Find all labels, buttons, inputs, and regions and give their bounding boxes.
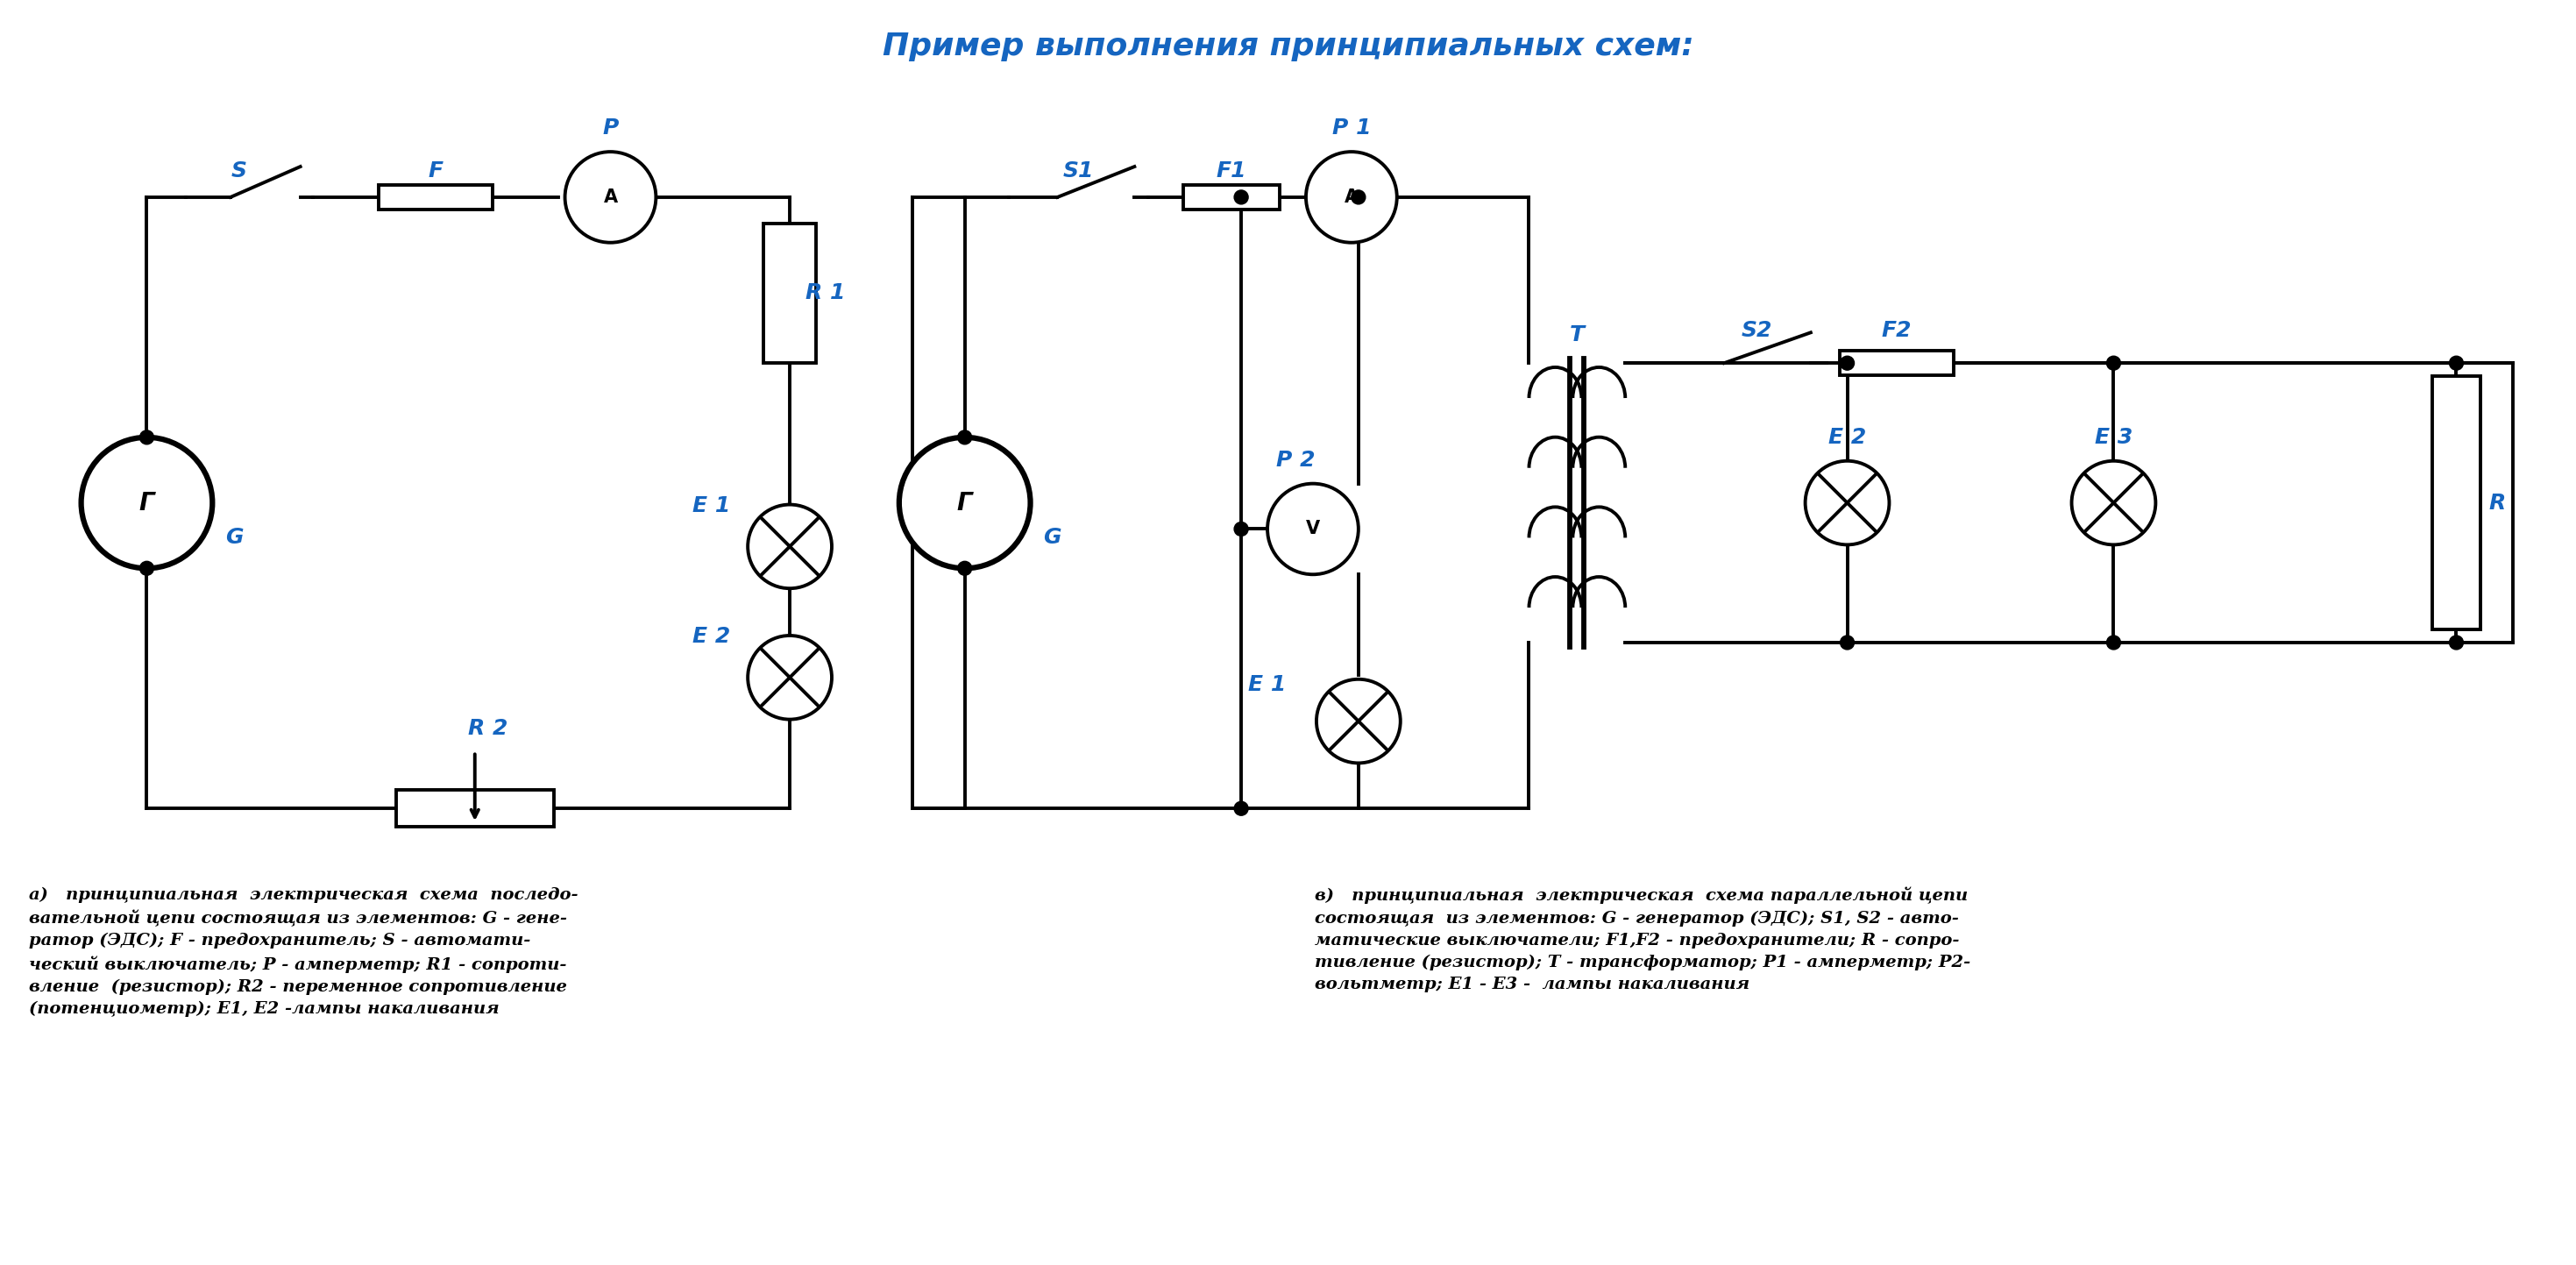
Circle shape (1306, 152, 1396, 243)
Circle shape (2071, 460, 2156, 545)
Circle shape (1316, 679, 1401, 763)
Text: Пример выполнения принципиальных схем:: Пример выполнения принципиальных схем: (884, 32, 1695, 61)
Text: E 2: E 2 (1829, 426, 1865, 448)
Text: F1: F1 (1216, 161, 1247, 181)
Text: в)   принципиальная  электрическая  схема параллельной цепи
состоящая  из элемен: в) принципиальная электрическая схема па… (1314, 887, 1971, 993)
Circle shape (1234, 802, 1249, 816)
Circle shape (747, 635, 832, 720)
Text: P 1: P 1 (1332, 118, 1370, 139)
Text: A: A (603, 188, 618, 206)
Bar (1182, 185, 1280, 210)
Circle shape (1839, 357, 1855, 371)
Text: Г: Г (139, 491, 155, 515)
Text: F2: F2 (1880, 320, 1911, 342)
Bar (1839, 350, 1953, 376)
Circle shape (564, 152, 657, 243)
Text: S2: S2 (1741, 320, 1772, 342)
Text: R 1: R 1 (806, 282, 845, 304)
Text: E 1: E 1 (1247, 674, 1285, 694)
Circle shape (1234, 190, 1249, 204)
Text: E 3: E 3 (2094, 426, 2133, 448)
Circle shape (1352, 190, 1365, 204)
Text: S: S (232, 161, 247, 181)
Text: F: F (428, 161, 443, 181)
Text: T: T (1569, 325, 1584, 345)
Circle shape (139, 430, 155, 444)
Text: E 1: E 1 (693, 495, 729, 516)
Text: G: G (1043, 528, 1061, 548)
Circle shape (958, 562, 971, 576)
Circle shape (2107, 635, 2120, 649)
Text: R 2: R 2 (469, 717, 507, 739)
Circle shape (1267, 483, 1358, 574)
Circle shape (1806, 460, 1888, 545)
Bar (397, 791, 554, 827)
Circle shape (747, 505, 832, 588)
Text: P: P (603, 118, 618, 139)
Circle shape (2107, 357, 2120, 371)
Text: а)   принципиальная  электрическая  схема  последо-
вательной цепи состоящая из : а) принципиальная электрическая схема по… (28, 887, 577, 1017)
Text: S1: S1 (1064, 161, 1095, 181)
Text: A: A (1345, 188, 1358, 206)
Circle shape (899, 438, 1030, 568)
Text: R: R (2488, 492, 2506, 514)
Bar (379, 185, 492, 210)
Text: G: G (227, 528, 245, 548)
Bar (2432, 376, 2481, 630)
Circle shape (139, 562, 155, 576)
Text: P 2: P 2 (1275, 449, 1314, 471)
Text: Г: Г (958, 491, 974, 515)
Text: E 2: E 2 (693, 626, 729, 646)
Text: V: V (1306, 520, 1319, 538)
Circle shape (82, 438, 211, 568)
Circle shape (1839, 635, 1855, 649)
Circle shape (1234, 522, 1249, 536)
Bar (762, 224, 817, 363)
Circle shape (2450, 357, 2463, 371)
Circle shape (958, 430, 971, 444)
Circle shape (2450, 635, 2463, 649)
